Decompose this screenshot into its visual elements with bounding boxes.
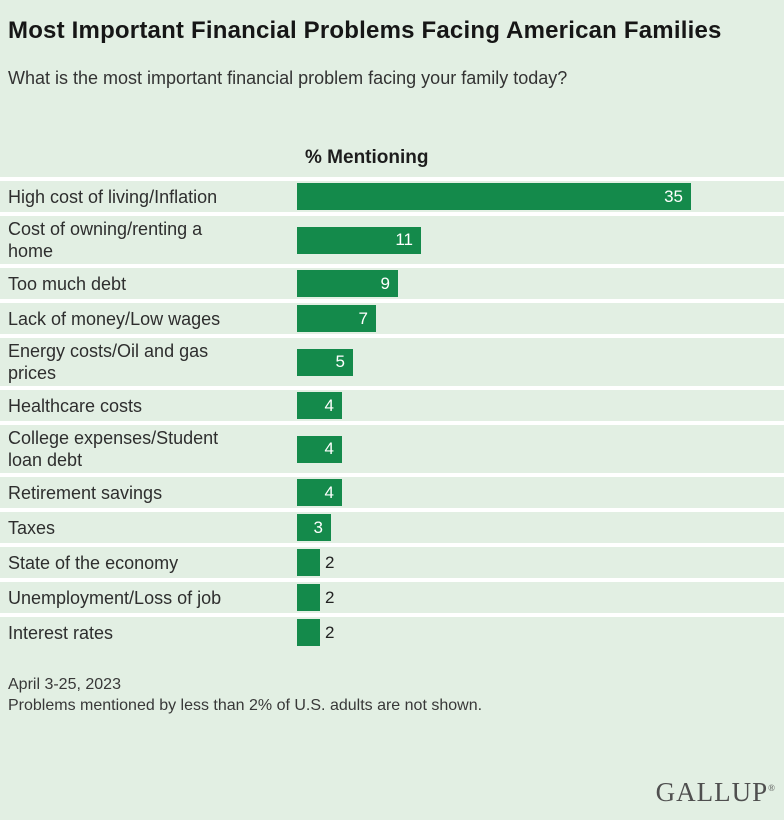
value-label: 3 <box>313 517 323 537</box>
bar: 3 <box>297 514 331 541</box>
category-label: Retirement savings <box>8 482 163 503</box>
table-row: High cost of living/Inflation 35 <box>0 177 784 212</box>
value-label: 2 <box>325 552 335 572</box>
table-row: Retirement savings 4 <box>0 473 784 508</box>
chart-container: Most Important Financial Problems Facing… <box>0 17 784 716</box>
bar-area: 9 <box>297 270 784 297</box>
bar: 35 <box>297 183 691 210</box>
table-row: Healthcare costs 4 <box>0 386 784 421</box>
bar-area: 7 <box>297 305 784 332</box>
value-column-header: % Mentioning <box>305 147 429 168</box>
table-row: Taxes 3 <box>0 508 784 543</box>
value-label: 2 <box>325 622 335 642</box>
category-label: Interest rates <box>8 622 114 643</box>
value-label: 9 <box>380 273 390 293</box>
table-row: Lack of money/Low wages 7 <box>0 299 784 334</box>
bar: 4 <box>297 392 342 419</box>
bar-area: 4 <box>297 435 784 463</box>
survey-question: What is the most important financial pro… <box>8 68 568 88</box>
bar-area: 2 <box>297 549 784 576</box>
category-label: Energy costs/Oil and gas prices <box>8 341 209 383</box>
date-range: April 3-25, 2023 <box>8 676 121 693</box>
bar-area: 2 <box>297 619 784 646</box>
category-label: Taxes <box>8 517 56 538</box>
value-label: 7 <box>358 308 368 328</box>
table-row: State of the economy 2 <box>0 543 784 578</box>
bar <box>297 584 320 611</box>
bar-area: 11 <box>297 226 784 254</box>
bar-area: 3 <box>297 514 784 541</box>
bar: 9 <box>297 270 398 297</box>
value-label: 4 <box>324 439 334 458</box>
table-row: Unemployment/Loss of job 2 <box>0 578 784 613</box>
gallup-logo: GALLUP® <box>656 777 776 808</box>
category-label: Cost of owning/renting a home <box>8 219 203 261</box>
value-label: 11 <box>395 230 413 249</box>
value-label: 4 <box>324 482 334 502</box>
category-label: Too much debt <box>8 273 127 294</box>
bar: 4 <box>297 479 342 506</box>
bar: 11 <box>297 226 421 254</box>
footnote: Problems mentioned by less than 2% of U.… <box>8 697 483 714</box>
bar <box>297 549 320 576</box>
table-row: College expenses/Student loan debt 4 <box>0 421 784 473</box>
category-label: Healthcare costs <box>8 395 143 416</box>
value-label: 2 <box>325 587 335 607</box>
bar-chart: High cost of living/Inflation 35 Cost of o… <box>0 177 784 648</box>
value-label: 35 <box>664 186 683 206</box>
category-label: State of the economy <box>8 552 179 573</box>
category-label: Unemployment/Loss of job <box>8 587 222 608</box>
bar: 5 <box>297 348 353 376</box>
table-row: Too much debt 9 <box>0 264 784 299</box>
bar-area: 35 <box>297 183 784 210</box>
category-label: Lack of money/Low wages <box>8 308 221 329</box>
bar-area: 2 <box>297 584 784 611</box>
bar-area: 4 <box>297 392 784 419</box>
bar: 7 <box>297 305 376 332</box>
category-label: High cost of living/Inflation <box>8 186 218 207</box>
table-row: Energy costs/Oil and gas prices 5 <box>0 334 784 386</box>
value-label: 5 <box>335 352 345 371</box>
page-title: Most Important Financial Problems Facing… <box>8 17 722 44</box>
bar-area: 5 <box>297 348 784 376</box>
category-label: College expenses/Student loan debt <box>8 428 219 470</box>
trademark-icon: ® <box>768 783 776 793</box>
footer: April 3-25, 2023 Problems mentioned by l… <box>8 674 776 716</box>
bar <box>297 619 320 646</box>
value-label: 4 <box>324 395 334 415</box>
gallup-wordmark: GALLUP <box>655 777 769 807</box>
bar: 4 <box>297 435 342 463</box>
bar-area: 4 <box>297 479 784 506</box>
table-row: Interest rates 2 <box>0 613 784 648</box>
table-row: Cost of owning/renting a home 11 <box>0 212 784 264</box>
